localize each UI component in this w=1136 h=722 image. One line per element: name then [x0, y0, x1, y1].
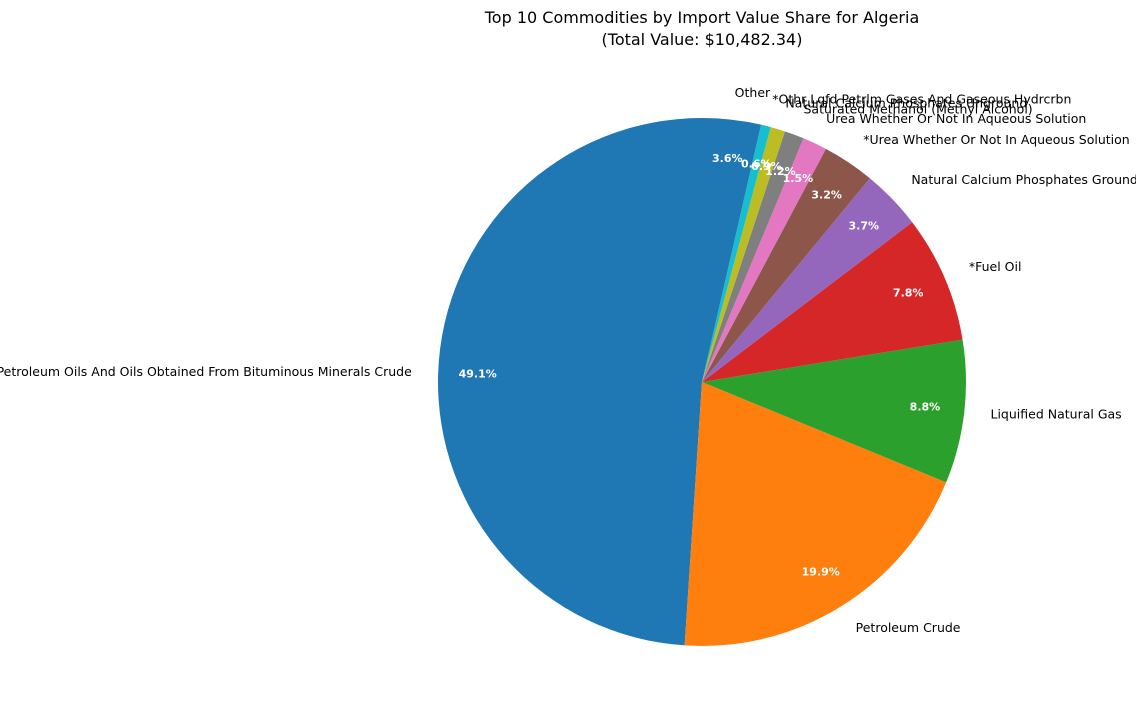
pie-slice-petroleum-crude [684, 382, 947, 647]
slice-percent-urea-whether-or-not-in-aqueous-solution: 1.5% [783, 172, 814, 185]
slice-percent-urea-whether-or-not-in-aqueous-solution: 3.2% [811, 188, 842, 201]
pie-slice-fuel-oil [702, 222, 963, 382]
pie-slice-natural-calcium-phosphates-ground [702, 178, 913, 382]
pie-slices [437, 118, 967, 647]
pie-slice-saturated-methanol-methyl-alcohol [702, 131, 804, 382]
slice-label-petroleum-oils-and-oils-obtained-from-bituminous-minerals-crude: Petroleum Oils And Oils Obtained From Bi… [0, 364, 412, 379]
chart-subtitle: (Total Value: $10,482.34) [602, 30, 803, 49]
slice-label-fuel-oil: *Fuel Oil [969, 259, 1022, 274]
slice-label-other: Other [735, 85, 771, 100]
pie-slice-urea-whether-or-not-in-aqueous-solution [702, 138, 826, 382]
slice-percent-petroleum-crude: 19.9% [802, 565, 840, 578]
pie-slice-urea-whether-or-not-in-aqueous-solution [702, 148, 870, 382]
pie-slice-othr-lqfd-petrlm-gases-and-gaseous-hydrcrbn [702, 124, 771, 382]
pie-slice-petroleum-oils-and-oils-obtained-from-bituminous-minerals-crude [437, 118, 702, 646]
slice-label-natural-calcium-phosphates-ground: Natural Calcium Phosphates Ground [911, 172, 1136, 187]
slice-label-urea-whether-or-not-in-aqueous-solution: *Urea Whether Or Not In Aqueous Solution [863, 132, 1129, 147]
slice-percent-fuel-oil: 7.8% [893, 286, 924, 299]
pie-slice-other [702, 118, 762, 382]
pie-percent-labels: 49.1% 19.9% 8.8% 7.8% 3.7% 3.2% 1.5%1.2%0.9%0.… [459, 152, 941, 578]
slice-label-natural-calcium-phosphates-unground: Natural Calcium Phosphates Unground [785, 95, 1027, 110]
slice-percent-natural-calcium-phosphates-unground: 0.9% [751, 160, 782, 173]
slice-label-saturated-methanol-methyl-alcohol: Saturated Methanol (Methyl Alcohol) [804, 101, 1033, 116]
chart-title: Top 10 Commodities by Import Value Share… [484, 8, 920, 27]
slice-label-petroleum-crude: Petroleum Crude [856, 620, 961, 635]
pie-labels: Petroleum Oils And Oils Obtained From Bi… [0, 85, 1136, 635]
slice-percent-petroleum-oils-and-oils-obtained-from-bituminous-minerals-crude: 49.1% [459, 368, 497, 381]
pie-slice-natural-calcium-phosphates-unground [702, 127, 785, 382]
slice-percent-natural-calcium-phosphates-ground: 3.7% [848, 219, 879, 232]
pie-slice-liquified-natural-gas [702, 339, 967, 483]
slice-label-urea-whether-or-not-in-aqueous-solution: Urea Whether Or Not In Aqueous Solution [826, 111, 1086, 126]
slice-label-othr-lqfd-petrlm-gases-and-gaseous-hydrcrbn: *Othr Lqfd Petrlm Gases And Gaseous Hydr… [772, 92, 1071, 107]
slice-percent-liquified-natural-gas: 8.8% [910, 401, 941, 414]
slice-label-liquified-natural-gas: Liquified Natural Gas [991, 407, 1122, 422]
slice-percent-saturated-methanol-methyl-alcohol: 1.2% [765, 165, 796, 178]
slice-percent-other: 3.6% [712, 152, 743, 165]
slice-percent-othr-lqfd-petrlm-gases-and-gaseous-hydrcrbn: 0.6% [741, 157, 772, 170]
